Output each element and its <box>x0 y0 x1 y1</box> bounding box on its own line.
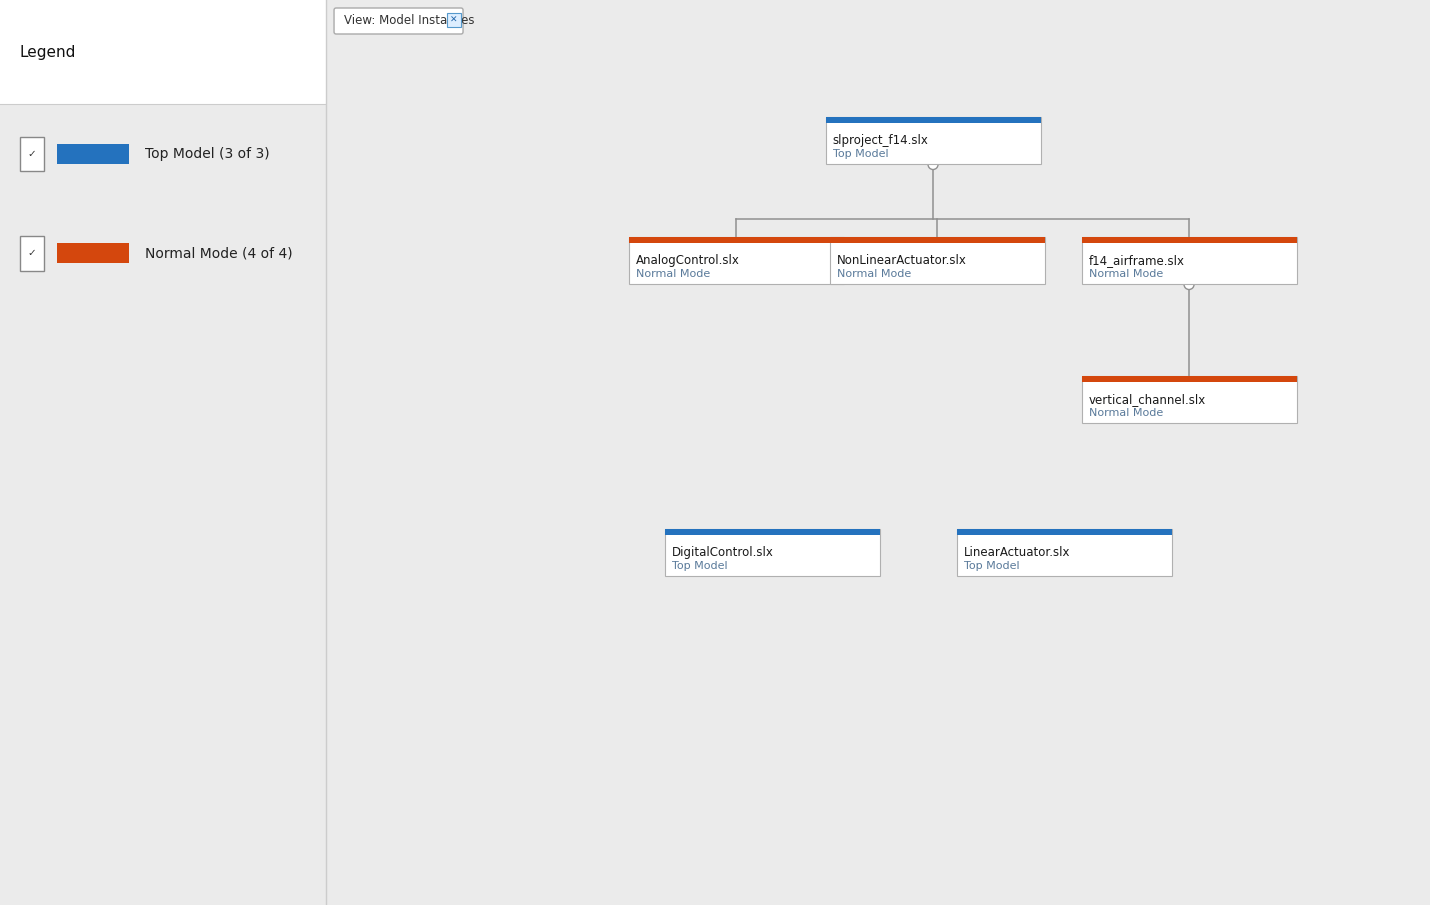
Text: Normal Mode: Normal Mode <box>1088 270 1163 280</box>
FancyBboxPatch shape <box>665 529 879 576</box>
Text: Legend: Legend <box>20 44 76 60</box>
Bar <box>1081 376 1297 383</box>
Text: Top Model: Top Model <box>672 561 728 571</box>
Circle shape <box>928 159 938 169</box>
Circle shape <box>1184 280 1194 290</box>
Text: Top Model: Top Model <box>832 149 888 159</box>
Text: ✓: ✓ <box>27 148 36 159</box>
FancyBboxPatch shape <box>1081 376 1297 424</box>
Text: slproject_f14.slx: slproject_f14.slx <box>832 134 928 148</box>
Bar <box>20 137 44 171</box>
Text: ✓: ✓ <box>27 248 36 259</box>
Text: ✕: ✕ <box>450 15 458 24</box>
Bar <box>957 529 1171 536</box>
Bar <box>57 144 129 164</box>
Text: DigitalControl.slx: DigitalControl.slx <box>672 547 774 559</box>
Text: NonLinearActuator.slx: NonLinearActuator.slx <box>837 254 967 267</box>
FancyBboxPatch shape <box>957 529 1171 576</box>
Text: Normal Mode: Normal Mode <box>837 270 911 280</box>
Bar <box>629 237 844 243</box>
Bar <box>20 236 44 271</box>
Text: Normal Mode (4 of 4): Normal Mode (4 of 4) <box>144 246 293 261</box>
FancyBboxPatch shape <box>829 237 1044 284</box>
Bar <box>829 237 1044 243</box>
Text: Normal Mode: Normal Mode <box>1088 408 1163 418</box>
FancyBboxPatch shape <box>335 8 463 34</box>
Text: Top Model (3 of 3): Top Model (3 of 3) <box>144 147 270 161</box>
Text: LinearActuator.slx: LinearActuator.slx <box>964 547 1070 559</box>
Text: vertical_channel.slx: vertical_channel.slx <box>1088 393 1205 406</box>
FancyBboxPatch shape <box>825 118 1041 165</box>
Text: AnalogControl.slx: AnalogControl.slx <box>635 254 739 267</box>
FancyBboxPatch shape <box>1081 237 1297 284</box>
Text: Top Model: Top Model <box>964 561 1020 571</box>
Bar <box>57 243 129 263</box>
Bar <box>0 0 326 104</box>
Text: View: Model Instances: View: Model Instances <box>345 14 475 27</box>
Text: Normal Mode: Normal Mode <box>635 270 709 280</box>
Bar <box>825 118 1041 123</box>
Bar <box>665 529 879 536</box>
Text: f14_airframe.slx: f14_airframe.slx <box>1088 254 1184 267</box>
Bar <box>1081 237 1297 243</box>
FancyBboxPatch shape <box>629 237 844 284</box>
Bar <box>448 13 460 27</box>
